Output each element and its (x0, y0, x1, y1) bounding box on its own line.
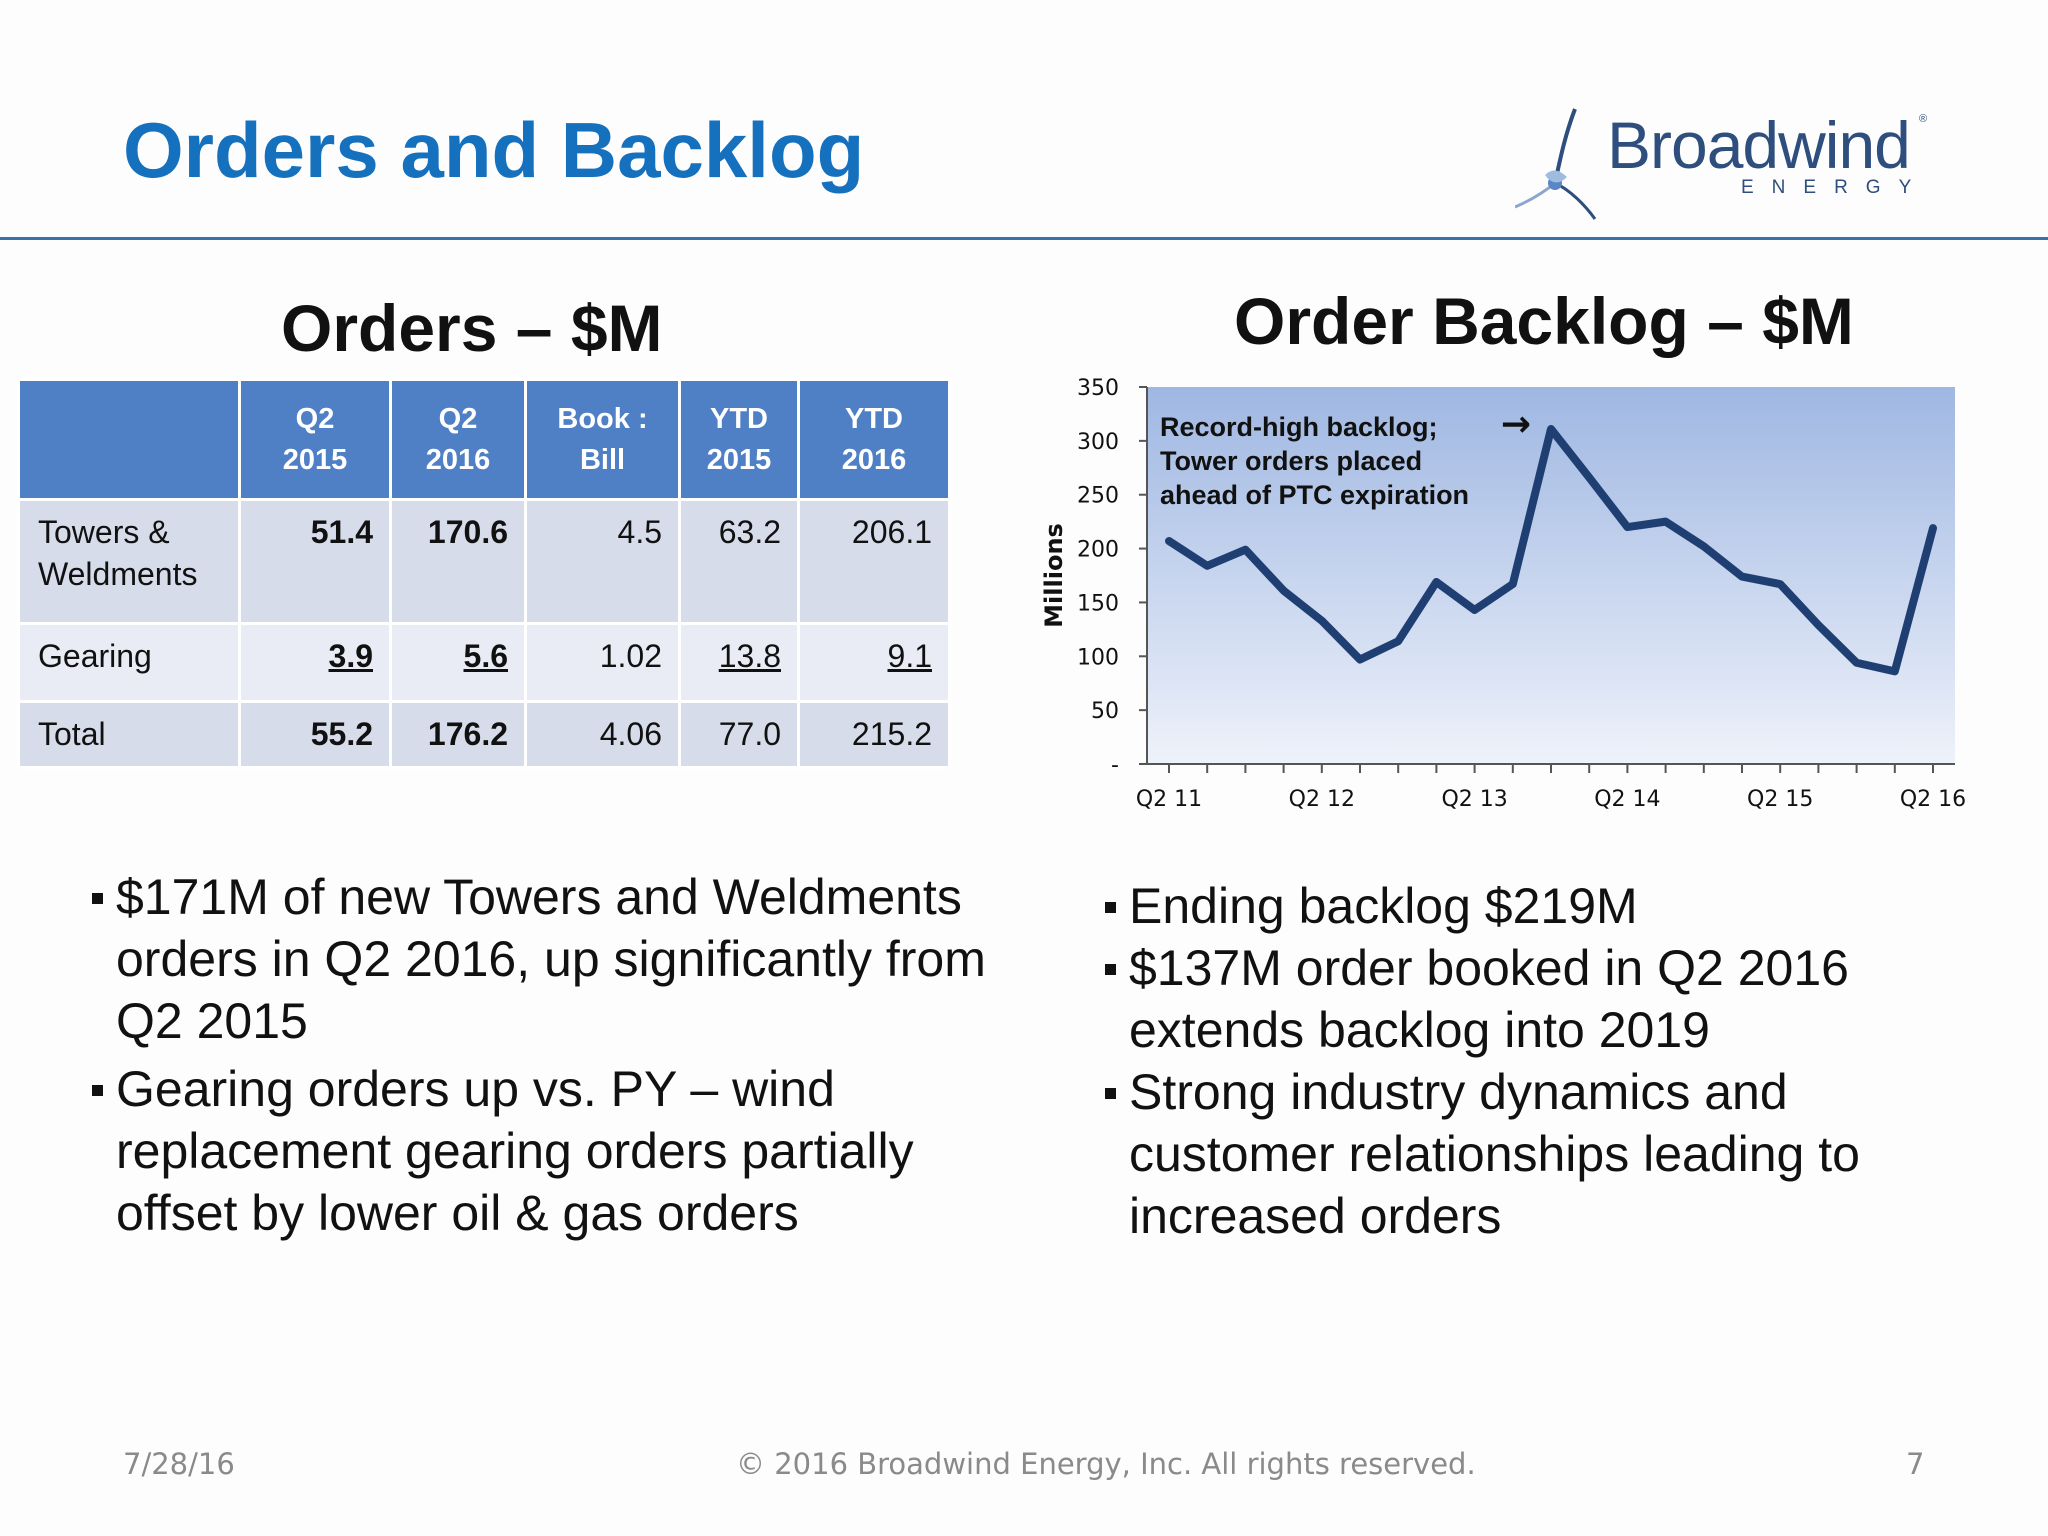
data-point (1816, 623, 1821, 628)
table-cell: 63.2 (678, 498, 800, 625)
table-cell: 55.2 (238, 700, 392, 769)
y-tick-label: 150 (1077, 591, 1119, 616)
table-cell: 206.1 (797, 498, 951, 625)
data-point (1587, 475, 1592, 480)
data-point (1434, 579, 1439, 584)
table-row: Total 55.2 176.2 4.06 77.0 215.2 (17, 700, 951, 769)
data-point (1205, 563, 1210, 568)
logo-wordmark: Broadwind (1607, 108, 1911, 182)
data-point (1319, 618, 1324, 623)
footer-date: 7/28/16 (123, 1447, 235, 1481)
orders-table-header-row: Q2 2015 Q2 2016 Book : Bill YTD 2015 YTD 2016 (17, 378, 951, 501)
orders-table-header-cell: Book : Bill (524, 378, 681, 501)
data-point (1281, 588, 1286, 593)
table-cell: 9.1 (797, 622, 951, 703)
table-cell: 176.2 (389, 700, 527, 769)
annotation-text: Tower orders placed (1160, 446, 1422, 476)
orders-table-header-cell: YTD 2015 (678, 378, 800, 501)
wind-turbine-logo-icon (1515, 108, 1597, 220)
bullet-square-icon (92, 1085, 103, 1096)
page-title: Orders and Backlog (123, 106, 865, 194)
table-cell: 1.02 (524, 622, 681, 703)
orders-table: Q2 2015 Q2 2016 Book : Bill YTD 2015 YTD 2016… (17, 378, 951, 769)
annotation-arrow-icon: → (1501, 404, 1531, 445)
title-divider (0, 237, 2048, 240)
annotation-text: Record-high backlog; (1160, 412, 1438, 442)
list-item: $137M order booked in Q2 2016 extends ba… (1105, 937, 2005, 1061)
y-tick-label: 300 (1077, 430, 1119, 455)
data-point (1510, 582, 1515, 587)
backlog-section-title: Order Backlog – $M (1234, 284, 1854, 358)
annotation-text: ahead of PTC expiration (1160, 480, 1469, 510)
y-tick-label: - (1111, 753, 1119, 778)
x-tick-label: Q2 16 (1900, 787, 1966, 812)
table-cell: 170.6 (389, 498, 527, 625)
footer-copyright: © 2016 Broadwind Energy, Inc. All rights… (736, 1447, 1476, 1481)
bullet-square-icon (1105, 1088, 1116, 1099)
x-tick-label: Q2 15 (1747, 787, 1813, 812)
table-cell: 77.0 (678, 700, 800, 769)
y-tick-label: 100 (1077, 645, 1119, 670)
x-tick-label: Q2 13 (1441, 787, 1507, 812)
x-tick-label: Q2 12 (1289, 787, 1355, 812)
orders-table-header-cell: Q2 2016 (389, 378, 527, 501)
page-number: 7 (1906, 1447, 1925, 1481)
data-point (1663, 519, 1668, 524)
row-label: Gearing (17, 622, 241, 703)
data-point (1701, 544, 1706, 549)
table-cell: 4.5 (524, 498, 681, 625)
data-point (1740, 574, 1744, 579)
data-point (1358, 657, 1362, 662)
data-point (1243, 547, 1248, 552)
row-label: Towers & Weldments (17, 498, 241, 625)
data-point (1167, 539, 1171, 544)
data-point (1931, 526, 1935, 531)
company-logo: Broadwind ® ENERGY (1515, 105, 1935, 225)
y-tick-label: 350 (1077, 376, 1119, 401)
bullet-square-icon (92, 893, 103, 904)
table-cell: 13.8 (678, 622, 800, 703)
backlog-line-chart: - 50 100 150 200 250 300 350 Q2 11 Q2 12 Q2 13 Q2 1… (1040, 376, 1966, 812)
data-point (1625, 525, 1630, 530)
logo-registered-mark: ® (1919, 113, 1928, 125)
row-label: Total (17, 700, 241, 769)
list-item: $171M of new Towers and Weldments orders… (92, 866, 1012, 1052)
logo-subtitle: ENERGY (1741, 177, 1930, 198)
table-row: Gearing 3.9 5.6 1.02 13.8 9.1 (17, 622, 951, 703)
table-row: Towers & Weldments 51.4 170.6 4.5 63.2 20… (17, 498, 951, 625)
table-cell: 3.9 (238, 622, 392, 703)
x-tick-label: Q2 11 (1136, 787, 1202, 812)
plot-area (1147, 387, 1955, 764)
list-item: Gearing orders up vs. PY – wind replacem… (92, 1058, 1012, 1244)
data-point (1778, 582, 1783, 587)
orders-bullet-list: $171M of new Towers and Weldments orders… (92, 866, 1012, 1244)
table-cell: 4.06 (524, 700, 681, 769)
data-point (1854, 660, 1859, 665)
data-point (1549, 427, 1553, 432)
data-point (1396, 639, 1401, 644)
table-cell: 5.6 (389, 622, 527, 703)
list-item: Ending backlog $219M (1105, 875, 2005, 937)
bullet-square-icon (1105, 964, 1116, 975)
data-point (1472, 607, 1477, 612)
orders-section-title: Orders – $M (281, 291, 663, 365)
orders-table-header-cell: YTD 2016 (797, 378, 951, 501)
table-cell: 215.2 (797, 700, 951, 769)
list-item: Strong industry dynamics and customer re… (1105, 1061, 2005, 1247)
y-axis-label: Millions (1040, 523, 1068, 628)
y-tick-label: 50 (1091, 699, 1119, 724)
y-tick-label: 250 (1077, 484, 1119, 509)
orders-table-header-cell: Q2 2015 (238, 378, 392, 501)
y-tick-label: 200 (1077, 538, 1119, 563)
bullet-square-icon (1105, 902, 1116, 913)
orders-table-header-cell (17, 378, 241, 501)
table-cell: 51.4 (238, 498, 392, 625)
data-point (1892, 669, 1897, 674)
x-tick-label: Q2 14 (1594, 787, 1660, 812)
backlog-bullet-list: Ending backlog $219M $137M order booked … (1105, 875, 2005, 1247)
